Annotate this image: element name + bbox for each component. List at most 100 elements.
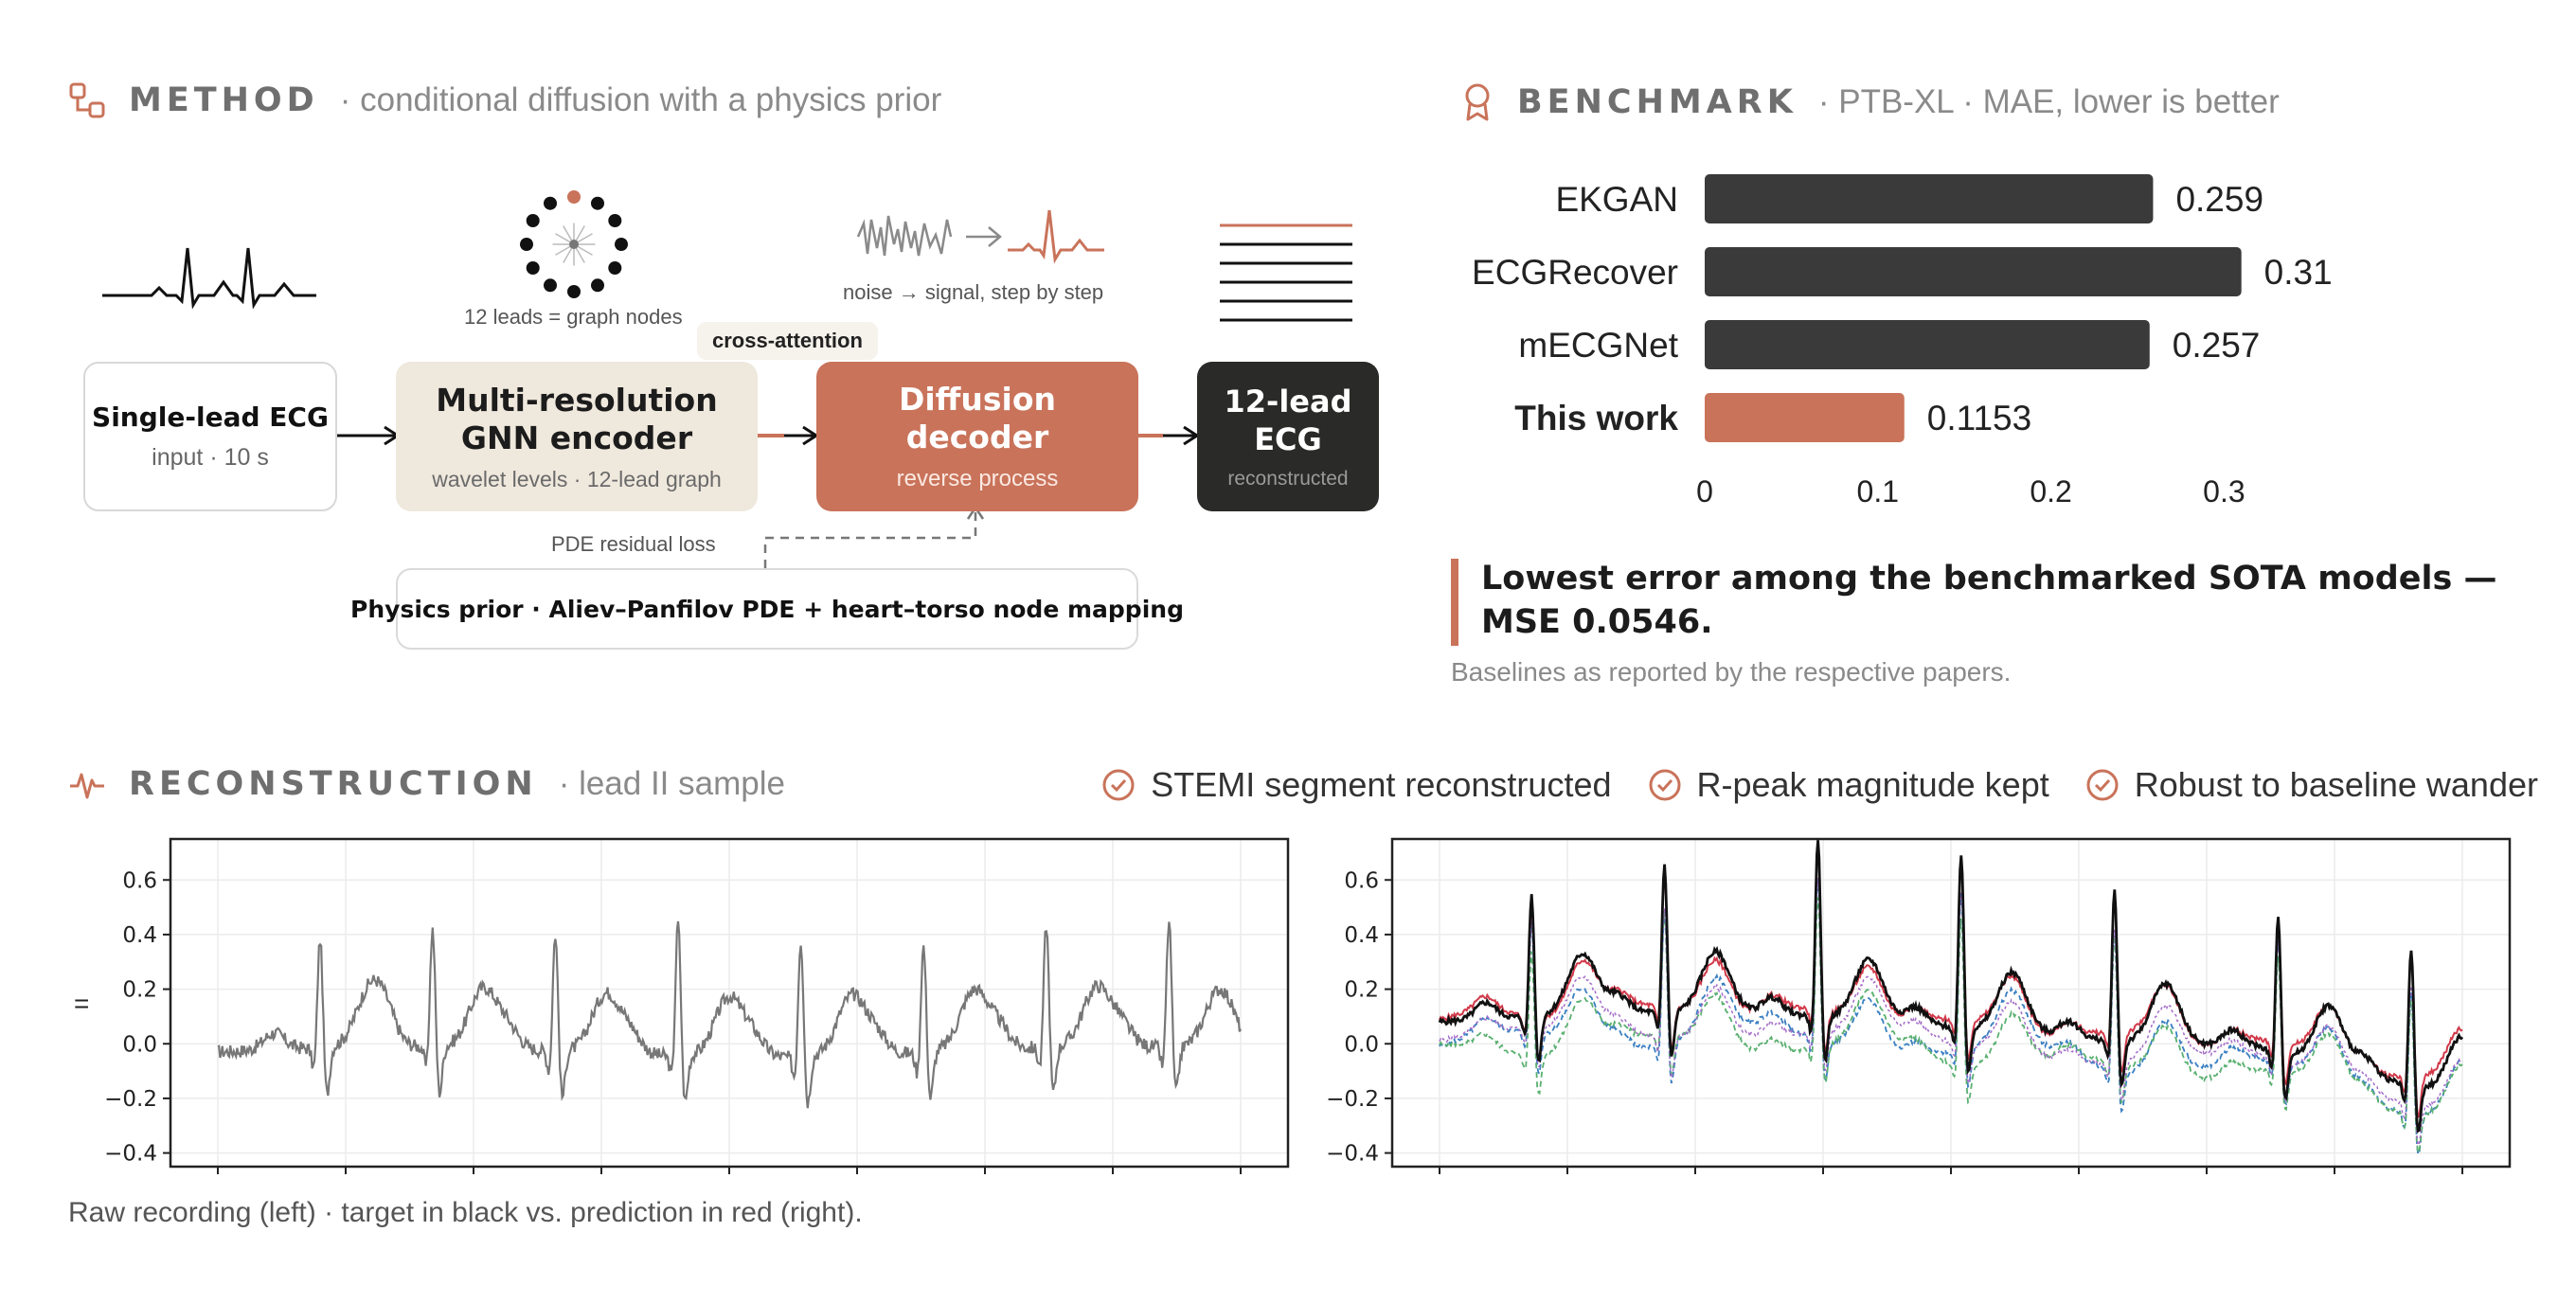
benchmark-bars-svg: EKGAN 0.259 ECGRecover 0.31 mECGNet 0.257 This…: [1472, 174, 2333, 509]
check-label: STEMI segment reconstructed: [1151, 765, 1612, 804]
benchmark-chart: EKGAN 0.259 ECGRecover 0.31 mECGNet 0.257 This…: [1440, 161, 2387, 521]
y-tick-label: 0.0: [122, 1032, 157, 1057]
cross-attention-label: cross-attention: [697, 322, 878, 360]
single-lead-ecg-icon: [102, 247, 316, 310]
y-tick-label: 0.6: [122, 868, 157, 893]
bar-category-label: EKGAN: [1555, 180, 1678, 219]
x-tick-label: 0.3: [2203, 474, 2245, 509]
ecg-series-line: [1439, 878, 2463, 1147]
graph-nodes-label: 12 leads = graph nodes: [464, 305, 683, 329]
bar: [1705, 174, 2154, 223]
bar-value-label: 0.31: [2264, 253, 2333, 292]
input-node-sub: input · 10 s: [152, 444, 269, 471]
noise-to-signal-icon: [856, 209, 1104, 264]
output-node-title1: 12-lead: [1224, 384, 1352, 419]
graph-center-dot: [569, 240, 579, 249]
check-item: Robust to baseline wander: [2085, 765, 2538, 805]
reconstruction-caption: Raw recording (left) · target in black v…: [68, 1197, 863, 1228]
encoder-node: Multi-resolution GNN encoder wavelet lev…: [396, 362, 758, 511]
graph-node-dot: [615, 238, 628, 251]
reconstruction-title: RECONSTRUCTION: [129, 765, 538, 803]
y-tick-label: 0.0: [1344, 1032, 1379, 1057]
output-node-title2: ECG: [1254, 421, 1322, 457]
nodes-icon: [69, 82, 105, 118]
flow-arrows: [335, 425, 1200, 446]
check-item: STEMI segment reconstructed: [1101, 765, 1612, 805]
graph-node-dot: [567, 285, 581, 298]
graph-node-dot: [567, 190, 581, 204]
x-tick-label: 0.1: [1857, 474, 1899, 509]
method-header: METHOD · conditional diffusion with a ph…: [68, 81, 941, 119]
method-subtitle: · conditional diffusion with a physics p…: [339, 81, 942, 118]
benchmark-title: BENCHMARK: [1517, 83, 1798, 121]
decoder-node-sub: reverse process: [896, 466, 1059, 491]
x-tick-label: 0.2: [2030, 474, 2071, 509]
input-node: Single-lead ECG input · 10 s: [83, 362, 337, 511]
bar: [1705, 320, 2150, 369]
pde-loss-label: PDE residual loss: [551, 532, 716, 556]
ecg-series-line: [217, 920, 1243, 1109]
y-tick-label: 0.2: [1344, 978, 1379, 1003]
graph-node-dot: [544, 196, 557, 210]
check-circle-icon: [1649, 769, 1680, 801]
graph-node-dot: [591, 196, 604, 210]
y-tick-label: −0.4: [104, 1142, 157, 1167]
physics-prior-title: Physics prior · Aliev–Panfilov PDE + hea…: [350, 595, 1184, 623]
decoder-node: Diffusion decoder reverse process: [816, 362, 1138, 511]
bar-value-label: 0.1153: [1927, 399, 2031, 437]
x-tick-label: 0: [1696, 474, 1713, 509]
benchmark-callout: Lowest error among the benchmarked SOTA …: [1481, 560, 2497, 641]
bar-category-label: This work: [1514, 399, 1678, 437]
benchmark-header: BENCHMARK · PTB-XL · MAE, lower is bette…: [1460, 81, 2280, 123]
ecg-plot-svg: 0.6 0.4 0.2 0.0 −0.2 −0.4: [104, 837, 1290, 1174]
check-circle-icon: [2086, 769, 2119, 801]
plot-frame: [169, 837, 1290, 1169]
benchmark-subtitle: · PTB-XL · MAE, lower is better: [1817, 83, 2280, 120]
y-tick-label: −0.4: [1326, 1142, 1379, 1167]
y-tick-label: 0.6: [1344, 868, 1379, 893]
encoder-node-title1: Multi-resolution: [436, 381, 718, 419]
check-label: Robust to baseline wander: [2134, 765, 2538, 804]
reconstruction-subtitle: · lead II sample: [558, 765, 785, 802]
encoder-node-sub: wavelet levels · 12-lead graph: [432, 466, 722, 491]
raw-ecg-plot: 0.6 0.4 0.2 0.0 −0.2 −0.4: [95, 833, 1297, 1184]
graph-node-dot: [544, 278, 557, 293]
left-axis-label: =: [74, 989, 90, 1018]
method-title: METHOD: [129, 81, 319, 119]
graph-node-dot: [608, 261, 622, 275]
bar: [1705, 247, 2242, 296]
physics-prior-node: Physics prior · Aliev–Panfilov PDE + hea…: [350, 568, 1184, 650]
bar-category-label: mECGNet: [1518, 326, 1678, 365]
output-node: 12-lead ECG reconstructed: [1197, 362, 1379, 511]
twelve-lead-lines-icon: [1220, 223, 1352, 322]
y-tick-label: 0.2: [122, 978, 157, 1003]
bar-value-label: 0.257: [2173, 326, 2261, 365]
reconstructed-ecg-plot: 0.6 0.4 0.2 0.0 −0.2 −0.4: [1316, 833, 2519, 1184]
graph-node-dot: [526, 261, 540, 275]
bar: [1705, 393, 1905, 442]
graph-node-dot: [608, 214, 622, 227]
graph-node-dot: [591, 278, 604, 293]
y-tick-label: −0.2: [1326, 1087, 1379, 1112]
checks-list: STEMI segment reconstructed R-peak magni…: [1065, 765, 2538, 805]
graph-node-dot: [520, 238, 533, 251]
reconstruction-header: RECONSTRUCTION · lead II sample: [68, 765, 785, 803]
check-item: R-peak magnitude kept: [1648, 765, 2049, 805]
graph-nodes-icon: [520, 190, 628, 298]
output-node-sub: reconstructed: [1227, 468, 1349, 490]
decoder-node-title1: Diffusion: [898, 381, 1057, 418]
noise-signal-label: noise → signal, step by step: [843, 280, 1104, 304]
y-tick-label: −0.2: [104, 1087, 157, 1112]
check-label: R-peak magnitude kept: [1696, 765, 2049, 804]
ecg-series-line: [1439, 897, 2463, 1154]
benchmark-footnote: Baselines as reported by the respective …: [1451, 657, 2012, 687]
pde-loss-arrow: [763, 511, 977, 568]
callout-accent-bar: [1451, 559, 1458, 646]
method-diagram-graphics: [102, 190, 1352, 568]
ecg-series-line: [1438, 840, 2464, 1133]
plot-frame: [1390, 837, 2512, 1169]
y-tick-label: 0.4: [1344, 923, 1379, 948]
input-node-title: Single-lead ECG: [92, 402, 329, 433]
check-circle-icon: [1102, 769, 1135, 801]
ecg-plot-svg: 0.6 0.4 0.2 0.0 −0.2 −0.4: [1326, 837, 2512, 1174]
